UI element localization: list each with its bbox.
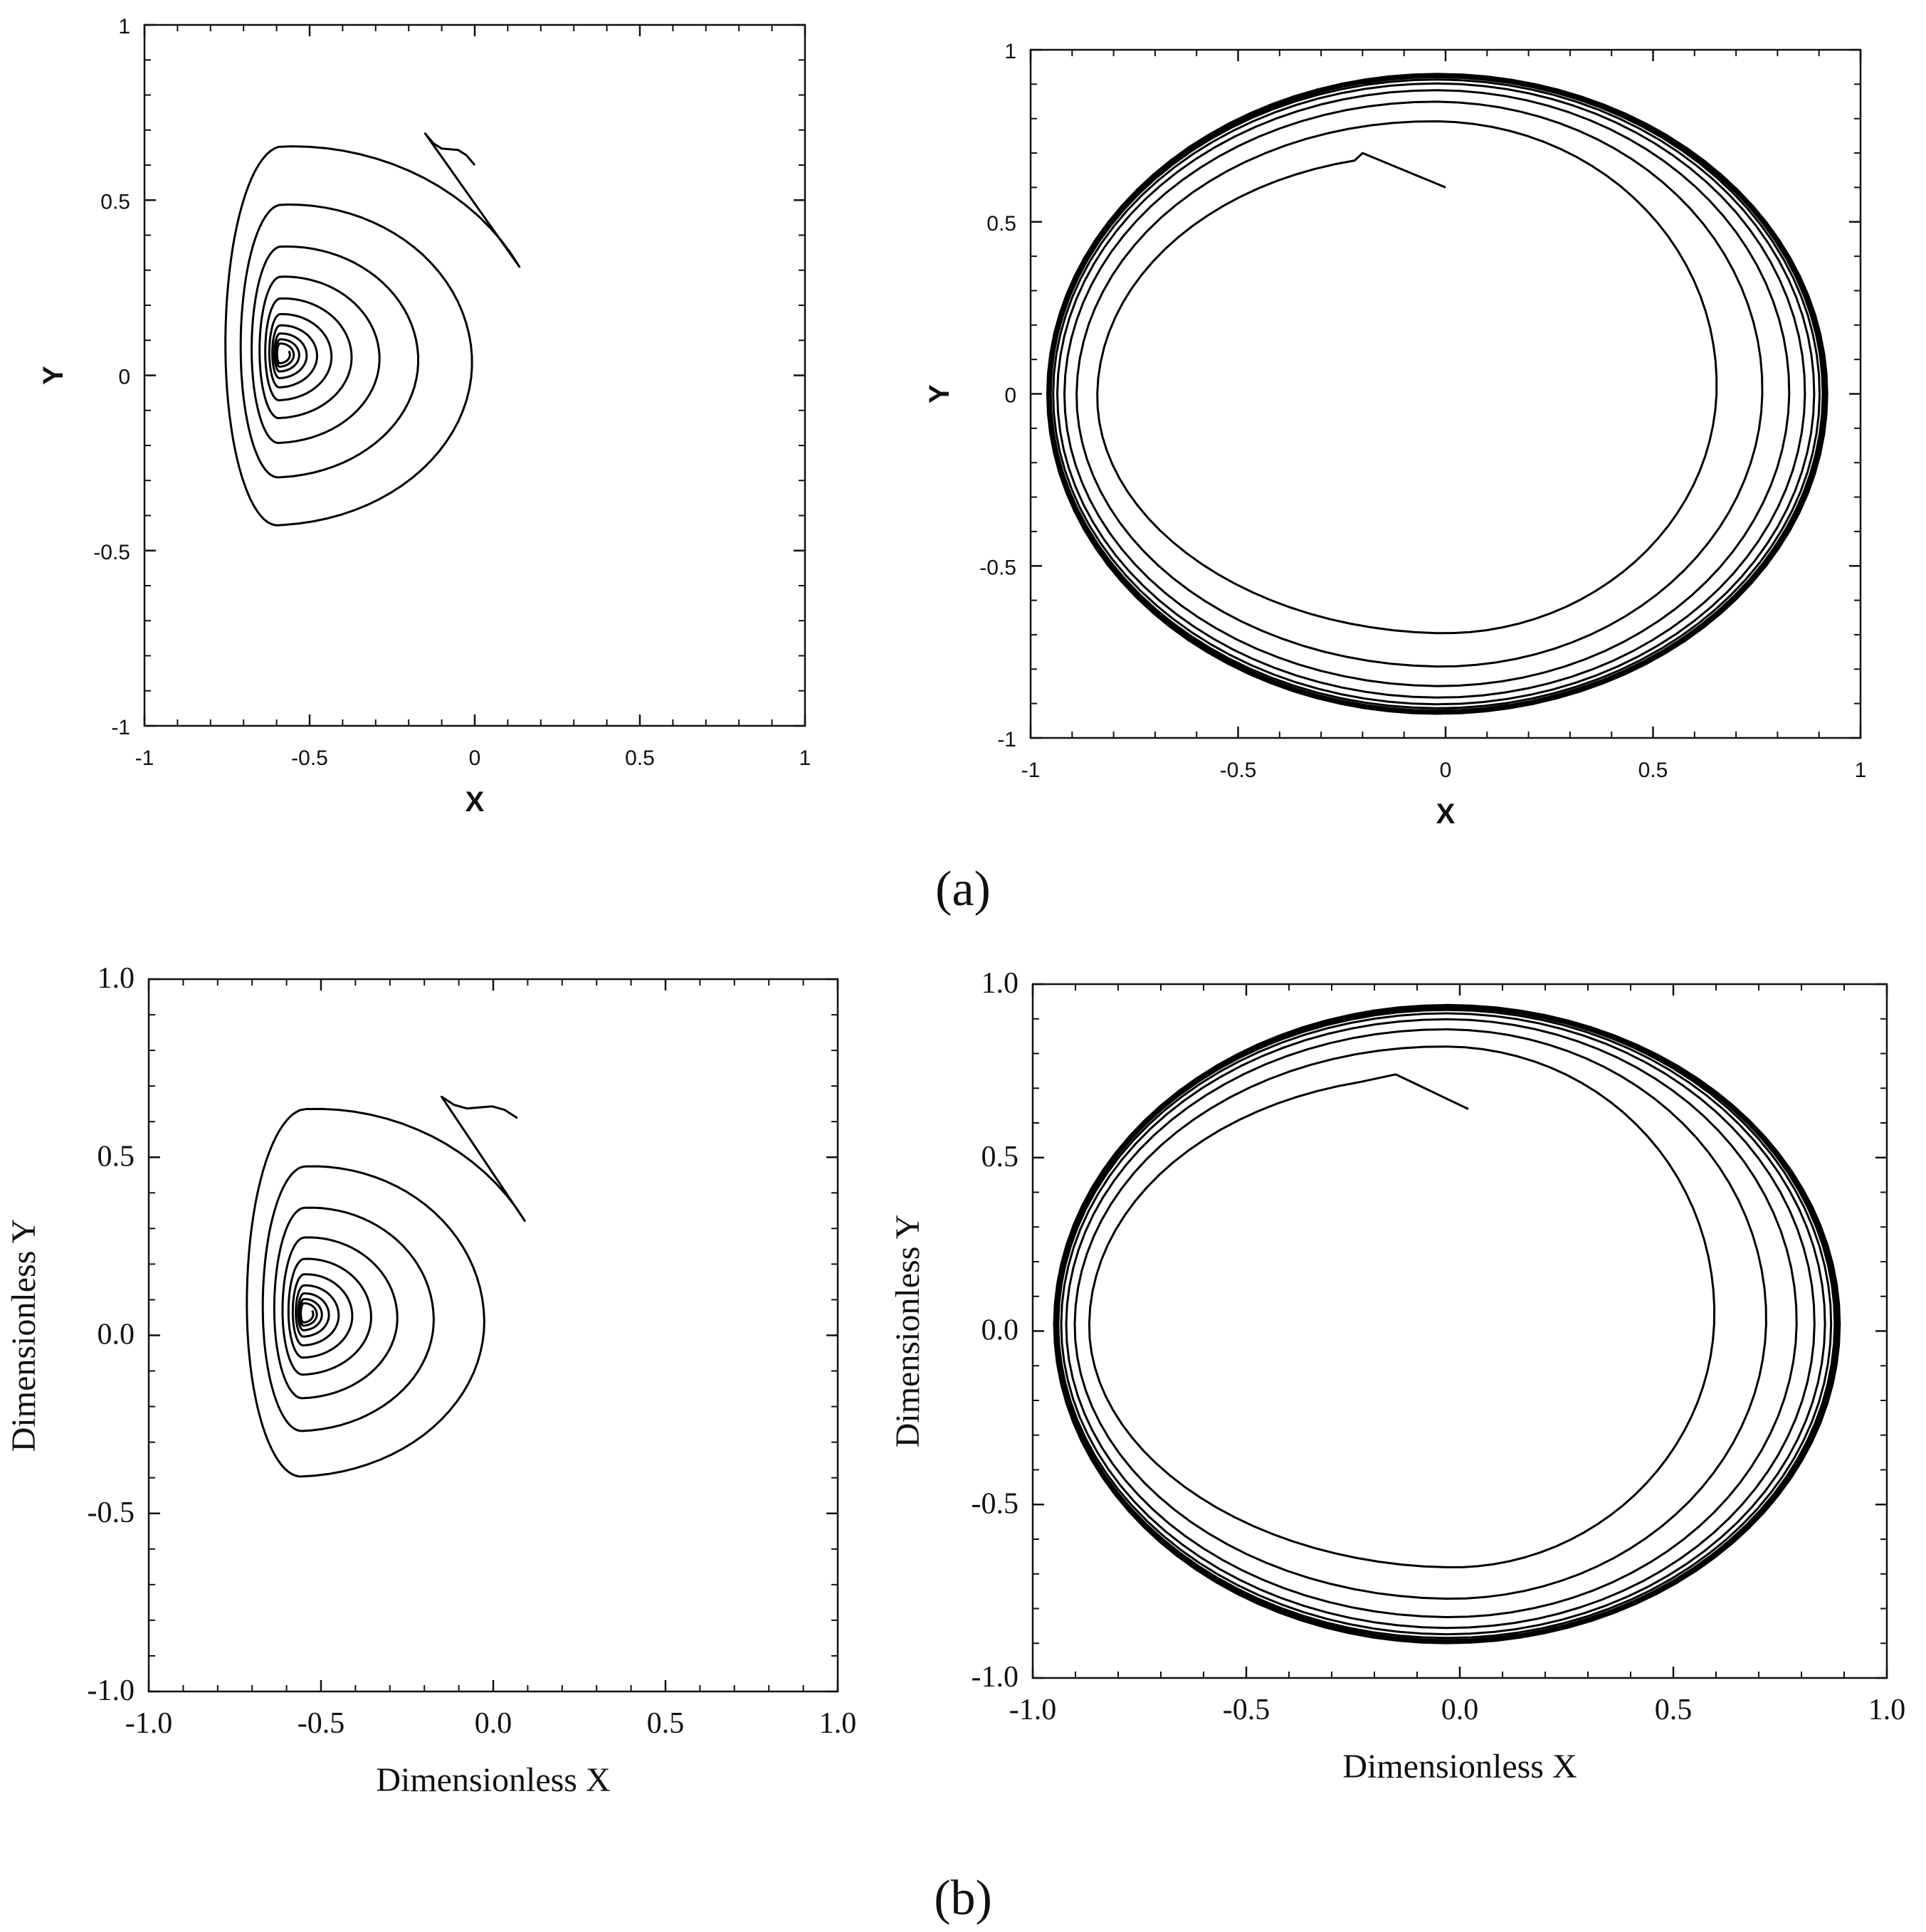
plot-frame xyxy=(1029,48,1862,739)
y-tick-label: -1 xyxy=(997,728,1016,751)
trajectory-line xyxy=(1046,73,1828,715)
chart-b-right: -1.0 -0.5 0.0 0.5 1.0 -1.0 -0.5 0.0 0.5 1.0 Dimens… xyxy=(889,967,1905,1785)
x-tick-label: 1.0 xyxy=(1868,1694,1906,1726)
y-tick-label: 0.5 xyxy=(982,1141,1019,1173)
y-tick-label: -0.5 xyxy=(93,541,130,564)
x-tick-label: 0.0 xyxy=(475,1707,512,1740)
x-tick-label: 0 xyxy=(1440,759,1452,782)
x-tick-label: -1.0 xyxy=(1009,1694,1057,1726)
y-tick-label: -0.5 xyxy=(88,1496,135,1529)
x-axis-label: X xyxy=(465,786,485,818)
trajectory-line xyxy=(224,132,521,527)
x-tick-label: -1 xyxy=(135,746,154,770)
y-tick-label: 0.5 xyxy=(986,212,1016,236)
x-tick-label: 0.5 xyxy=(625,746,655,770)
x-tick-label: -0.5 xyxy=(291,746,328,770)
y-tick-label: 0.5 xyxy=(100,190,130,213)
x-axis-label: Dimensionless X xyxy=(376,1761,610,1799)
x-tick-label: -0.5 xyxy=(1220,759,1257,782)
y-tick-label: -0.5 xyxy=(979,556,1016,579)
y-tick-label: 1.0 xyxy=(98,962,135,995)
x-tick-label: 0.5 xyxy=(647,1707,685,1740)
y-axis-label: Dimensionless Y xyxy=(889,1215,927,1448)
x-tick-label: -0.5 xyxy=(298,1707,345,1740)
y-tick-label: -1.0 xyxy=(88,1674,135,1707)
plot-frame xyxy=(143,23,806,727)
y-tick-label: 0 xyxy=(118,366,130,389)
y-tick-label: -1.0 xyxy=(972,1661,1019,1694)
y-axis-label: Y xyxy=(924,384,955,403)
x-tick-label: 0 xyxy=(469,746,481,770)
plot-frame xyxy=(147,978,839,1693)
y-tick-label: 0.5 xyxy=(98,1140,135,1173)
trajectory-line xyxy=(246,1095,526,1478)
x-axis-label: Dimensionless X xyxy=(1342,1748,1577,1785)
caption-a: (a) xyxy=(935,862,991,917)
y-tick-label: 1.0 xyxy=(982,967,1019,1000)
y-tick-label: 0 xyxy=(1004,384,1016,408)
x-axis-label: X xyxy=(1436,798,1456,830)
y-tick-label: 1 xyxy=(1004,40,1016,63)
caption-b: (b) xyxy=(934,1871,992,1926)
y-tick-label: 0.0 xyxy=(98,1319,135,1351)
x-tick-label: 0.0 xyxy=(1441,1694,1479,1726)
x-tick-label: 0.5 xyxy=(1655,1694,1693,1726)
x-tick-label: 1 xyxy=(1855,759,1867,782)
x-tick-label: 1.0 xyxy=(819,1707,857,1740)
y-tick-label: -0.5 xyxy=(972,1487,1019,1520)
plot-frame xyxy=(1031,983,1888,1679)
y-axis-label: Dimensionless Y xyxy=(5,1219,43,1452)
y-tick-label: -1 xyxy=(111,716,130,739)
x-tick-label: -0.5 xyxy=(1223,1694,1270,1726)
x-tick-label: 1 xyxy=(799,746,811,770)
chart-b-left: -1.0 -0.5 0.0 0.5 1.0 -1.0 -0.5 0.0 0.5 1.0 Dimens… xyxy=(5,962,856,1799)
x-tick-label: 0.5 xyxy=(1638,759,1668,782)
chart-a-left: -1 -0.5 0 0.5 1 -1 -0.5 0 0.5 1 X Y xyxy=(38,15,811,818)
trajectory-line xyxy=(1053,1003,1841,1645)
chart-a-right: -1 -0.5 0 0.5 1 -1 -0.5 0 0.5 1 X Y xyxy=(924,40,1866,830)
y-axis-label: Y xyxy=(38,366,69,385)
y-tick-label: 1 xyxy=(118,15,130,38)
x-tick-label: -1 xyxy=(1021,759,1041,782)
x-tick-label: -1.0 xyxy=(125,1707,173,1740)
y-tick-label: 0.0 xyxy=(982,1314,1019,1347)
